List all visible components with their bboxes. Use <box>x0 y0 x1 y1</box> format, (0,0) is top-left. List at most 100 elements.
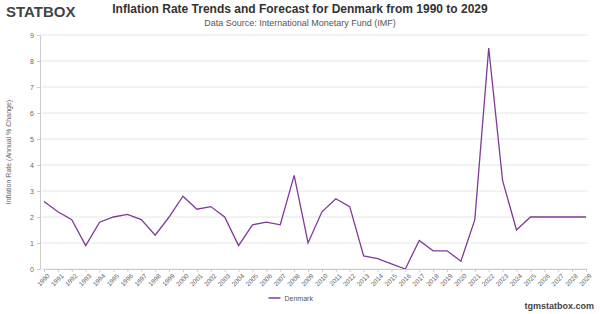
x-tick: 2027 <box>550 269 565 287</box>
y-tick-mark <box>37 87 40 88</box>
y-tick: 8 <box>30 58 40 65</box>
x-tick: 1997 <box>133 269 148 287</box>
y-tick-label: 7 <box>30 84 34 91</box>
legend-label: Denmark <box>285 295 314 302</box>
x-tick: 1993 <box>77 269 92 287</box>
x-tick: 2002 <box>202 269 217 287</box>
y-tick-label: 4 <box>30 162 34 169</box>
x-axis-line <box>45 269 587 270</box>
grid-line <box>40 243 588 244</box>
x-tick-label: 2018 <box>425 272 440 287</box>
x-tick-label: 2003 <box>216 272 231 287</box>
x-tick-mark <box>100 269 101 272</box>
x-tick-mark <box>572 269 573 272</box>
x-tick: 1991 <box>50 269 65 287</box>
y-tick-label: 1 <box>30 240 34 247</box>
x-tick-label: 1993 <box>77 272 92 287</box>
x-tick: 2021 <box>466 269 481 287</box>
y-tick-label: 8 <box>30 58 34 65</box>
x-tick-label: 2006 <box>258 272 273 287</box>
y-tick: 1 <box>30 240 40 247</box>
x-tick-label: 2008 <box>286 272 301 287</box>
series-line <box>44 48 586 269</box>
x-tick-label: 1990 <box>36 272 51 287</box>
x-tick-label: 2010 <box>314 272 329 287</box>
grid-line <box>40 139 588 140</box>
x-tick-label: 2005 <box>244 272 259 287</box>
y-axis-line <box>40 36 41 270</box>
x-tick-mark <box>113 269 114 272</box>
x-tick: 2009 <box>300 269 315 287</box>
x-tick-label: 2022 <box>480 272 495 287</box>
x-tick: 2015 <box>383 269 398 287</box>
x-tick-label: 2002 <box>202 272 217 287</box>
y-tick-label: 5 <box>30 136 34 143</box>
x-tick-mark <box>141 269 142 272</box>
x-tick: 2028 <box>564 269 579 287</box>
x-tick: 2014 <box>369 269 384 287</box>
x-tick: 2004 <box>230 269 245 287</box>
legend-swatch <box>269 297 281 299</box>
x-tick: 1990 <box>36 269 51 287</box>
x-tick-mark <box>433 269 434 272</box>
x-tick-label: 2009 <box>300 272 315 287</box>
x-axis: 1990199119921993199419951996199719981999… <box>36 269 593 287</box>
x-tick-mark <box>294 269 295 272</box>
x-tick: 2003 <box>216 269 231 287</box>
x-tick-mark <box>586 269 587 272</box>
x-tick: 2025 <box>522 269 537 287</box>
x-tick-label: 1996 <box>119 272 134 287</box>
x-tick: 2007 <box>272 269 287 287</box>
y-tick: 9 <box>30 32 40 39</box>
x-tick-label: 2015 <box>383 272 398 287</box>
x-tick-mark <box>252 269 253 272</box>
x-tick-label: 2012 <box>341 272 356 287</box>
y-tick-label: 3 <box>30 188 34 195</box>
x-tick: 2006 <box>258 269 273 287</box>
x-tick-label: 2007 <box>272 272 287 287</box>
x-tick-label: 2011 <box>328 272 343 287</box>
x-tick-label: 2017 <box>411 272 426 287</box>
x-tick-mark <box>183 269 184 272</box>
y-tick: 2 <box>30 214 40 221</box>
grid <box>40 35 588 269</box>
y-tick: 4 <box>30 162 40 169</box>
y-tick-mark <box>37 269 40 270</box>
x-tick-mark <box>517 269 518 272</box>
x-tick: 2001 <box>189 269 204 287</box>
x-tick-mark <box>322 269 323 272</box>
x-tick-label: 2019 <box>439 272 454 287</box>
x-tick-mark <box>155 269 156 272</box>
chart-svg: Inflation Rate Trends and Forecast for D… <box>0 0 600 314</box>
x-tick-mark <box>211 269 212 272</box>
x-tick-mark <box>364 269 365 272</box>
x-tick: 1992 <box>63 269 78 287</box>
x-tick: 2024 <box>508 269 523 287</box>
x-tick-mark <box>350 269 351 272</box>
x-tick-label: 2025 <box>522 272 537 287</box>
y-tick-label: 6 <box>30 110 34 117</box>
x-tick-mark <box>544 269 545 272</box>
x-tick-label: 2013 <box>355 272 370 287</box>
x-tick-label: 2004 <box>230 272 245 287</box>
x-tick: 1999 <box>161 269 176 287</box>
x-tick-mark <box>419 269 420 272</box>
x-tick-label: 2001 <box>189 272 204 287</box>
x-tick-label: 2000 <box>175 272 190 287</box>
x-tick-label: 2024 <box>508 272 523 287</box>
x-tick: 2016 <box>397 269 412 287</box>
x-tick: 2020 <box>453 269 468 287</box>
logo: STATBOX <box>6 3 75 20</box>
x-tick-mark <box>489 269 490 272</box>
x-tick: 1994 <box>91 269 106 287</box>
x-tick-mark <box>308 269 309 272</box>
grid-line <box>40 61 588 62</box>
y-tick: 7 <box>30 84 40 91</box>
x-tick-label: 2023 <box>494 272 509 287</box>
x-tick-mark <box>530 269 531 272</box>
y-tick-mark <box>37 113 40 114</box>
y-tick-label: 0 <box>30 266 34 273</box>
y-tick-mark <box>37 139 40 140</box>
x-tick-label: 1992 <box>63 272 78 287</box>
x-tick-label: 2014 <box>369 272 384 287</box>
